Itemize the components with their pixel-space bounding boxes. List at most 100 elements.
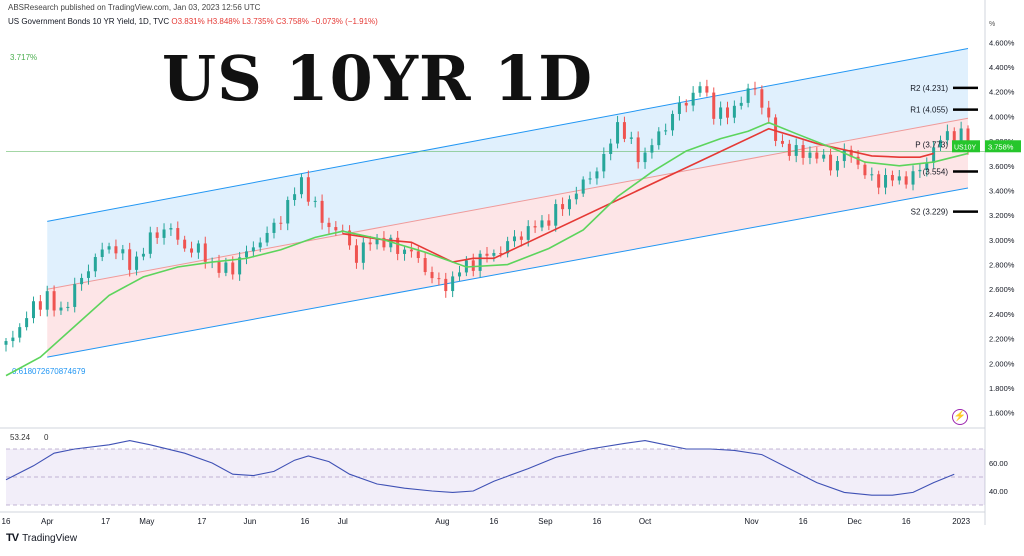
price-badge-label: 3.758%: [988, 142, 1014, 151]
candle-body: [877, 174, 881, 188]
candle-body: [25, 318, 29, 328]
lightning-icon[interactable]: ⚡: [952, 409, 968, 425]
start-label: 3.717%: [10, 53, 37, 62]
candle-body: [774, 117, 778, 141]
candle-body: [856, 156, 860, 165]
candle-body: [526, 226, 530, 240]
rsi-tick-label-0: 60.00: [989, 459, 1008, 468]
candle-body: [485, 253, 489, 256]
candle-body: [726, 107, 729, 118]
candle-body: [299, 177, 303, 195]
x-tick-label-16: 16: [902, 517, 911, 526]
rsi-tick-label-1: 40.00: [989, 487, 1008, 496]
candle-body: [238, 257, 242, 275]
ohlc-high: H3.848%: [206, 17, 240, 26]
candle-body: [169, 228, 173, 230]
y-tick-label-0: 1.600%: [989, 409, 1015, 418]
candle-body: [767, 107, 771, 118]
candle-body: [712, 92, 716, 119]
y-tick-label-9: 3.400%: [989, 186, 1015, 195]
y-tick-label-10: 3.600%: [989, 162, 1015, 171]
symbol-badge-label: US10Y: [954, 144, 977, 151]
candle-body: [698, 86, 702, 93]
candle-body: [444, 278, 448, 292]
candle-body: [258, 242, 262, 248]
candle-body: [100, 249, 104, 258]
channel-upper-fill: [47, 48, 968, 290]
candle-body: [203, 243, 207, 262]
channel-middle-line: [47, 117, 969, 290]
symbol-badge: [952, 140, 980, 153]
candle-body: [684, 102, 688, 106]
candle-body: [959, 128, 963, 143]
candle-body: [815, 152, 819, 159]
candle-body: [643, 152, 647, 163]
candle-body: [677, 102, 681, 114]
candle-body: [183, 239, 187, 249]
candle-body: [890, 175, 894, 181]
ohlc-low: L3.735%: [242, 17, 274, 26]
channel-upper-line: [47, 48, 969, 222]
x-tick-label-12: Oct: [639, 517, 652, 526]
candle-body: [739, 102, 743, 106]
x-tick-label-3: May: [139, 517, 154, 526]
candle-body: [176, 228, 180, 240]
candle-body: [911, 171, 915, 185]
pivot-label-0: R2 (4.231): [910, 84, 948, 93]
candle-body: [753, 88, 757, 90]
candle-body: [430, 272, 434, 279]
candle-body: [361, 242, 365, 263]
candles: [4, 79, 970, 352]
x-tick-label-0: 16: [2, 517, 11, 526]
candle-body: [554, 204, 558, 226]
price-badge: [985, 140, 1021, 153]
candle-body: [691, 92, 695, 106]
x-tick-label-15: Dec: [848, 517, 862, 526]
candle-body: [114, 246, 118, 254]
candle-body: [609, 143, 613, 154]
candle-body: [121, 249, 125, 254]
ohlc-change: −0.073% (−1.91%): [311, 17, 378, 26]
candle-body: [897, 176, 901, 181]
candle-body: [11, 337, 15, 342]
ohlc-close: C3.758%: [275, 17, 309, 26]
candle-body: [368, 242, 372, 245]
candle-body: [884, 175, 888, 188]
candle-body: [128, 249, 132, 270]
x-tick-label-7: Jul: [338, 517, 348, 526]
candle-body: [567, 199, 571, 210]
candle-body: [794, 145, 798, 156]
candle-body: [293, 194, 297, 201]
candle-body: [18, 327, 22, 338]
pivot-label-4: S2 (3.229): [911, 208, 949, 217]
x-tick-label-13: Nov: [744, 517, 758, 526]
candle-body: [732, 105, 736, 118]
tradingview-brand[interactable]: TV TradingView: [6, 532, 77, 544]
candle-body: [629, 137, 633, 139]
candle-body: [334, 227, 338, 231]
y-tick-label-5: 2.600%: [989, 285, 1015, 294]
candle-body: [808, 152, 812, 158]
candle-body: [265, 232, 269, 243]
candle-body: [155, 232, 159, 238]
candle-body: [107, 246, 111, 250]
rsi-sub-label: 0: [44, 433, 49, 442]
candle-body: [671, 113, 675, 131]
x-tick-label-10: Sep: [538, 517, 553, 526]
candle-body: [272, 222, 276, 233]
candle-body: [533, 226, 537, 228]
candle-body: [478, 253, 482, 271]
candle-body: [279, 222, 283, 224]
candle-body: [38, 301, 42, 310]
y-tick-label-13: 4.200%: [989, 88, 1015, 97]
ohlc-open: O3.831%: [171, 17, 205, 26]
candle-body: [966, 128, 970, 149]
candle-body: [306, 177, 310, 202]
pivot-label-2: P (3.773): [915, 140, 948, 149]
x-tick-label-4: 17: [197, 517, 206, 526]
x-tick-label-1: Apr: [41, 517, 54, 526]
overlay-title: US 10YR 1D: [162, 42, 593, 115]
candle-body: [451, 276, 455, 292]
